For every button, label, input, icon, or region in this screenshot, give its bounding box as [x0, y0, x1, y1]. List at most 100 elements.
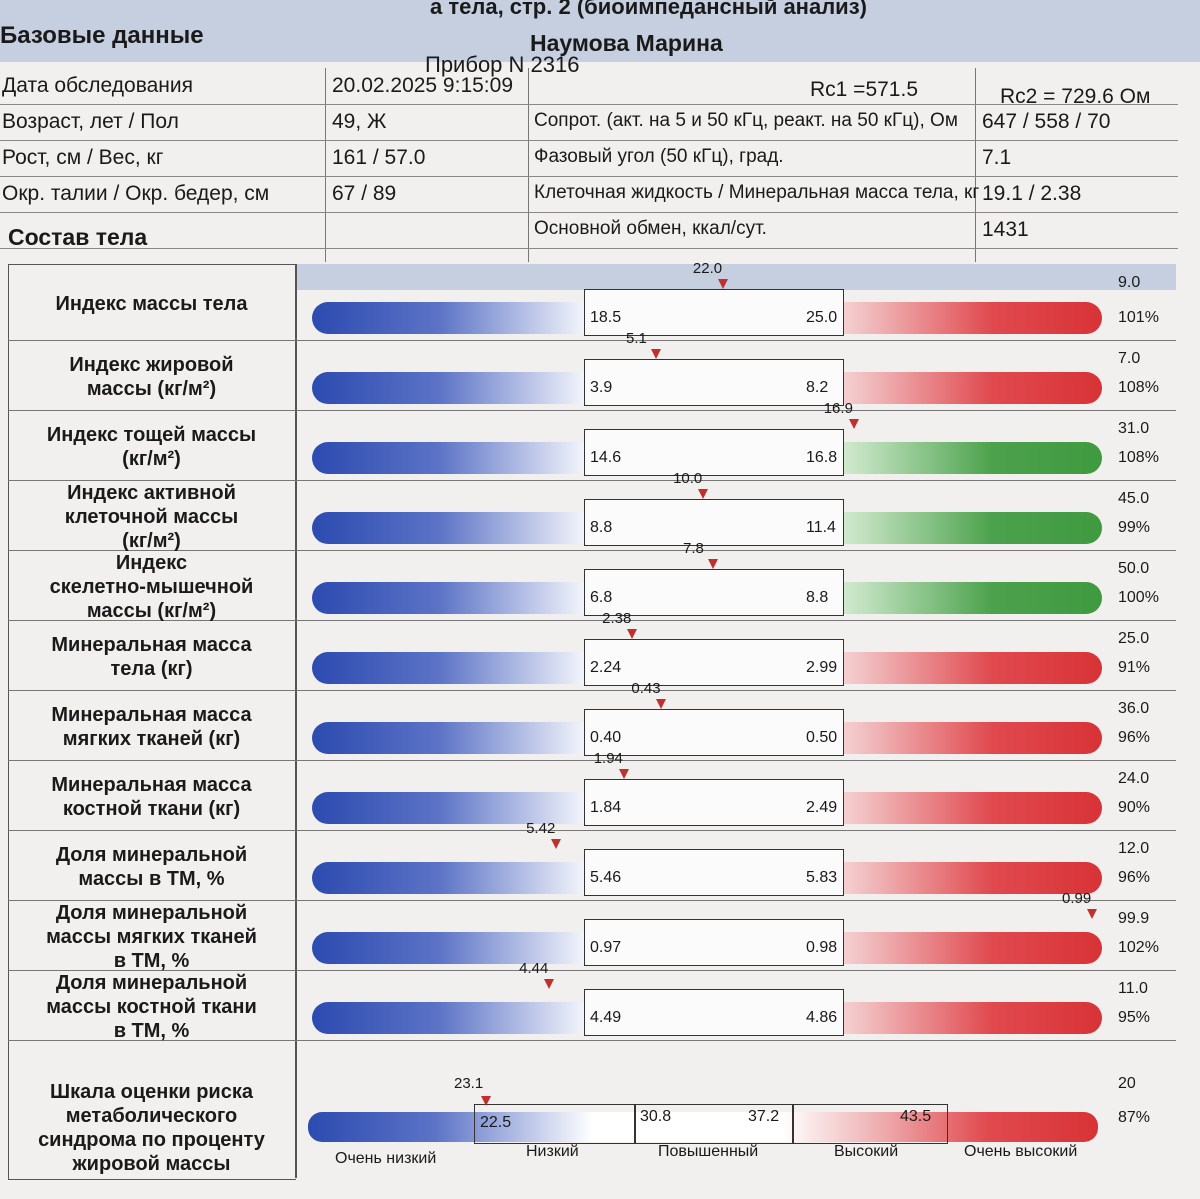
composition-row: Минеральная масса костной ткани (кг) [8, 760, 1176, 831]
right-value: 36.0 [1118, 700, 1150, 717]
footer-strip [0, 1180, 1200, 1199]
right-percent: 96% [1118, 869, 1151, 886]
rc2-value: Rc2 = 729.6 Ом [1000, 85, 1151, 108]
info-value-2: 7.1 [982, 146, 1012, 169]
composition-row: Индекс тощей массы (кг/м²) [8, 410, 1176, 481]
risk-threshold-box [792, 1104, 948, 1144]
row-label-line: массы (кг/м²) [86, 378, 217, 400]
row-label-line: Доля минеральной [55, 902, 248, 924]
row-label-line: метаболического [65, 1105, 238, 1127]
divider [295, 264, 297, 1178]
right-value: 20 [1118, 1075, 1136, 1092]
right-value: 31.0 [1118, 420, 1150, 437]
info-label-2: Сопрот. (акт. на 5 и 50 кГц, реакт. на 5… [534, 110, 958, 131]
row-label-line: Индекс активной [67, 482, 236, 504]
right-percent: 101% [1118, 309, 1159, 326]
norm-range-box [584, 849, 844, 896]
row-label: Минеральная масса мягких тканей (кг) [8, 703, 295, 751]
norm-low: 4.49 [590, 1009, 622, 1026]
value-marker [698, 489, 709, 499]
value-label: 7.8 [683, 540, 704, 557]
row-label-line: мягких тканей (кг) [62, 728, 241, 750]
risk-category: Повышенный [658, 1143, 759, 1160]
norm-high: 4.86 [806, 1009, 838, 1026]
row-label-line: в ТМ, % [113, 950, 190, 972]
info-row: Возраст, лет / Пол 49, Ж Сопрот. (акт. на … [0, 104, 1178, 141]
risk-threshold: 43.5 [900, 1108, 932, 1125]
risk-category: Низкий [526, 1143, 579, 1160]
value-marker [544, 979, 555, 989]
row-label: Доля минеральной массы в ТМ, % [8, 843, 295, 891]
row-label: Индекс тощей массы (кг/м²) [8, 423, 295, 471]
norm-high: 0.98 [806, 939, 838, 956]
value-label: 4.44 [519, 960, 549, 977]
info-label-2: Фазовый угол (50 кГц), град. [534, 146, 784, 167]
row-label-line: Индекс тощей массы [46, 424, 257, 446]
norm-high: 8.2 [806, 379, 829, 396]
value-label: 0.99 [1062, 890, 1092, 907]
info-label: Возраст, лет / Пол [2, 110, 179, 133]
composition-row: Доля минеральной массы мягких тканей в ТМ,… [8, 900, 1176, 972]
norm-high: 2.99 [806, 659, 838, 676]
body-composition-heading: Состав тела [8, 224, 148, 250]
value-marker [618, 769, 629, 779]
row-label: Доля минеральной массы костной ткани в ТМ,… [8, 971, 295, 1043]
info-row: Основной обмен, ккал/сут. 1431 [0, 212, 1178, 249]
right-percent: 108% [1118, 449, 1159, 466]
metabolic-row: Шкала оценки риска метаболического синдром… [8, 1040, 1176, 1178]
row-label: Шкала оценки риска метаболического синдром… [8, 1080, 295, 1176]
norm-range-box [584, 709, 844, 756]
info-value: 20.02.2025 9:15:09 [332, 74, 514, 97]
row-label-line: Минеральная масса [51, 774, 252, 796]
right-value: 99.9 [1118, 910, 1150, 927]
info-label-2: Клеточная жидкость / Минеральная масса т… [534, 182, 980, 203]
row-label: Минеральная масса костной ткани (кг) [8, 773, 295, 821]
norm-low: 1.84 [590, 799, 622, 816]
row-label: Индекс скелетно-мышечной массы (кг/м²) [8, 551, 295, 623]
info-row: Рост, см / Вес, кг 161 / 57.0 Фазовый угол… [0, 140, 1178, 177]
norm-high: 2.49 [806, 799, 838, 816]
composition-row: Доля минеральной массы в ТМ, % [8, 830, 1176, 901]
norm-high: 5.83 [806, 869, 838, 886]
right-value: 9.0 [1118, 274, 1141, 291]
composition-row: Доля минеральной массы костной ткани в ТМ,… [8, 970, 1176, 1043]
row-label-line: тела (кг) [110, 658, 193, 680]
right-value: 12.0 [1118, 840, 1150, 857]
value-label: 5.42 [526, 820, 556, 837]
row-label-line: (кг/м²) [122, 448, 181, 470]
composition-row: Минеральная масса мягких тканей (кг) [8, 690, 1176, 761]
divider [325, 68, 326, 262]
row-label-line: клеточной массы [64, 506, 239, 528]
norm-range-box [584, 359, 844, 406]
right-value: 7.0 [1118, 350, 1141, 367]
info-value-2: 647 / 558 / 70 [982, 110, 1111, 133]
norm-low: 8.8 [590, 519, 613, 536]
risk-threshold-box [474, 1104, 636, 1144]
right-percent: 91% [1118, 659, 1151, 676]
patient-name: Наумова Марина [530, 30, 723, 56]
row-label-line: синдрома по проценту [38, 1129, 265, 1151]
row-label-line: массы (кг/м²) [86, 600, 217, 622]
value-label: 10.0 [673, 470, 703, 487]
value-label: 16.9 [823, 400, 853, 417]
row-label-line: Индекс [115, 552, 188, 574]
norm-low: 5.46 [590, 869, 622, 886]
value-marker [651, 349, 661, 359]
value-marker [708, 559, 718, 569]
value-label: 2.38 [602, 610, 632, 627]
row-label-line: (кг/м²) [122, 530, 181, 552]
right-value: 45.0 [1118, 490, 1150, 507]
norm-high: 11.4 [806, 519, 836, 536]
value-marker [717, 279, 728, 289]
info-value: 161 / 57.0 [332, 146, 426, 169]
row-label-line: Доля минеральной [55, 972, 248, 994]
risk-bar [308, 1112, 1098, 1142]
label-column [8, 264, 296, 1180]
norm-range-box [584, 779, 844, 826]
row-label: Индекс жировой массы (кг/м²) [8, 353, 295, 401]
risk-threshold: 30.8 [640, 1108, 672, 1125]
value-marker [627, 629, 638, 639]
value-label: 22.0 [692, 260, 723, 277]
norm-low: 14.6 [590, 449, 622, 466]
right-percent: 102% [1118, 939, 1159, 956]
